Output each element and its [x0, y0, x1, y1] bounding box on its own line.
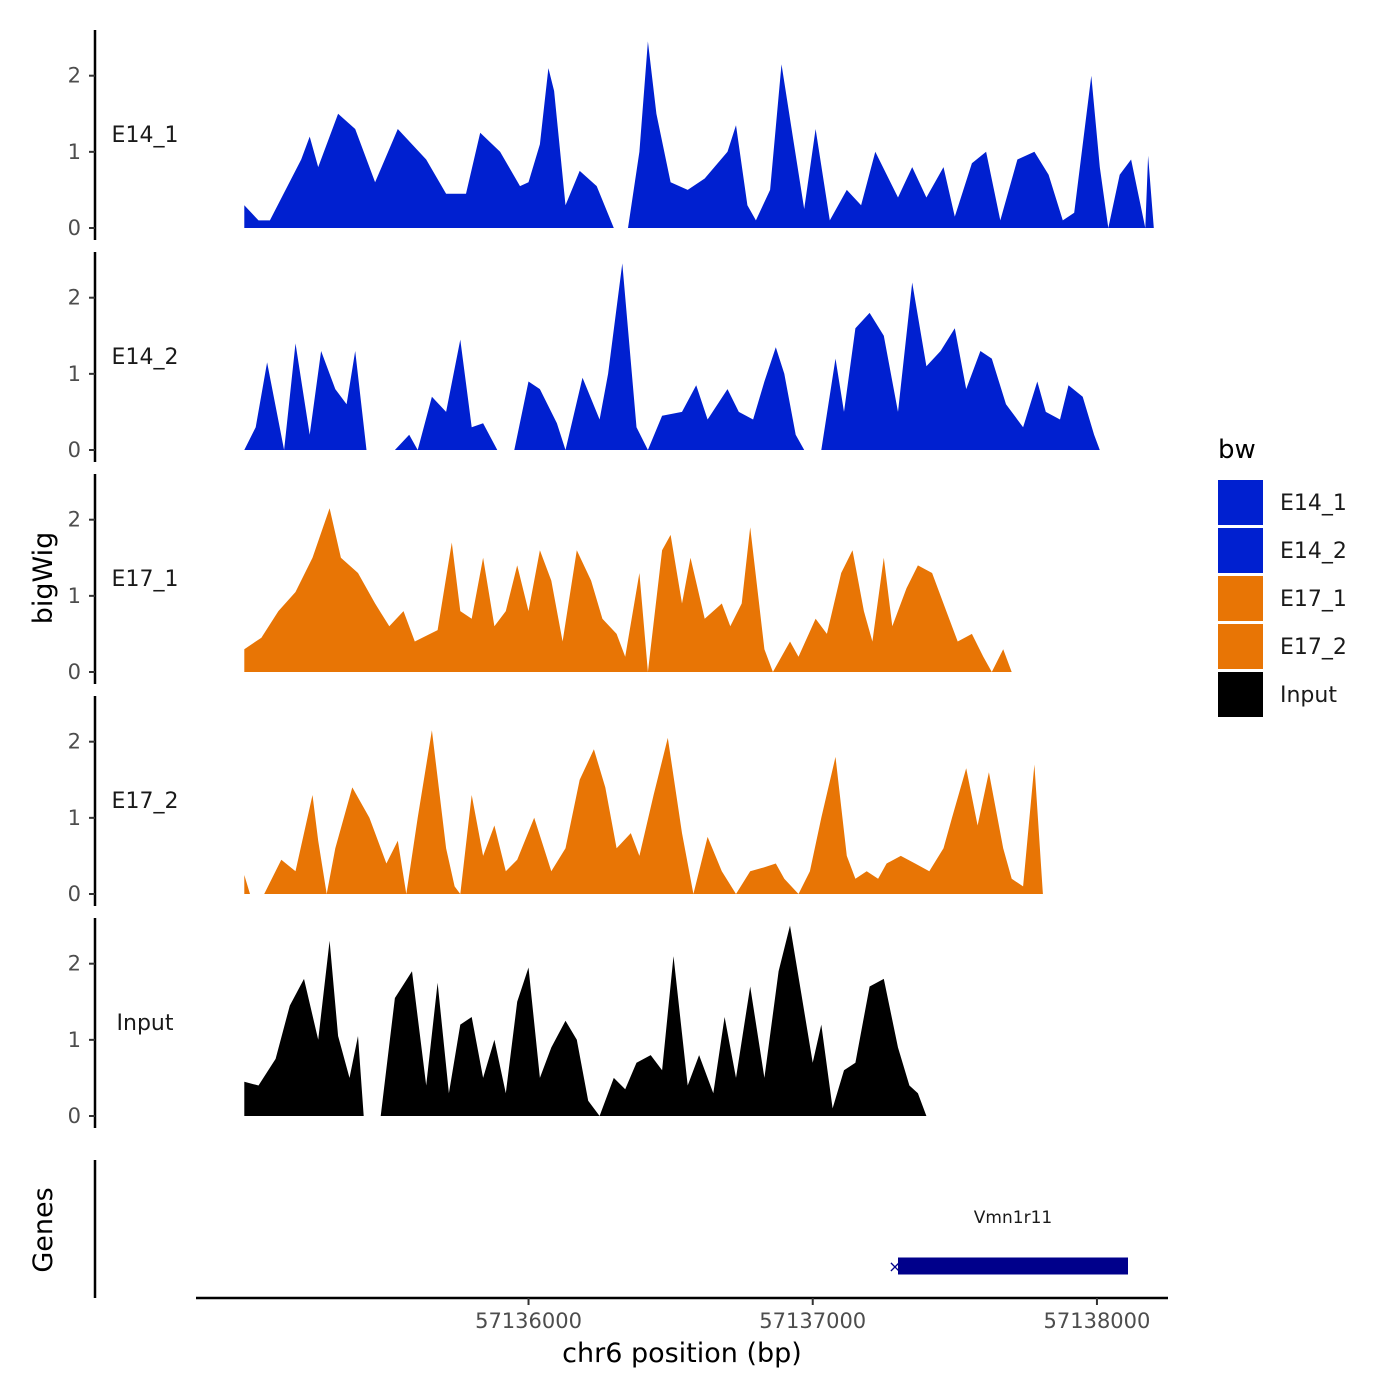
gene-start-mark: ×	[888, 1257, 901, 1276]
y-tick-label: 0	[68, 882, 81, 906]
y-tick-label: 2	[68, 64, 81, 88]
y-tick-label: 0	[68, 216, 81, 240]
track-label-e14-2: E14_2	[112, 345, 179, 370]
y-tick-label: 2	[68, 286, 81, 310]
y-tick-label: 0	[68, 438, 81, 462]
legend-swatch-input	[1218, 672, 1263, 717]
x-tick-label: 57136000	[475, 1309, 582, 1333]
track-panel-input: 0 1 2 Input	[68, 918, 927, 1128]
legend-label-e14-1: E14_1	[1280, 491, 1347, 516]
track-panels: 0 1 2 E14_1 0 1 2 E14_2 0 1 2 E17_1 0 1 2 E17_2 0 1 2 Input	[68, 30, 1154, 1128]
track-label-e17-2: E17_2	[112, 789, 179, 814]
track-panel-e14-1: 0 1 2 E14_1	[68, 30, 1154, 240]
track-label-e14-1: E14_1	[112, 123, 179, 148]
y-tick-label: 2	[68, 730, 81, 754]
legend-label-e17-2: E17_2	[1280, 635, 1347, 660]
track-panel-e14-2: 0 1 2 E14_2	[68, 252, 1100, 462]
track-panel-e17-2: 0 1 2 E17_2	[68, 696, 1055, 906]
x-axis: 57136000 57137000 57138000	[196, 1296, 1168, 1333]
x-tick-label: 57137000	[759, 1309, 866, 1333]
y-tick-label: 1	[68, 806, 81, 830]
legend-title: bw	[1218, 435, 1256, 465]
track-label-e17-1: E17_1	[112, 567, 179, 592]
legend-swatch-e14-1	[1218, 480, 1263, 525]
legend-label-e14-2: E14_2	[1280, 539, 1347, 564]
y-tick-label: 0	[68, 660, 81, 684]
y-tick-label: 1	[68, 1028, 81, 1052]
x-axis-title: chr6 position (bp)	[562, 1338, 802, 1369]
coverage-area-input	[244, 925, 927, 1116]
coverage-area-e17-2	[244, 730, 1055, 894]
legend-swatch-e17-1	[1218, 576, 1263, 621]
legend-label-e17-1: E17_1	[1280, 587, 1347, 612]
legend-label-input: Input	[1280, 683, 1337, 708]
track-label-input: Input	[117, 1011, 174, 1036]
gene-label: Vmn1r11	[974, 1208, 1052, 1228]
y-tick-label: 1	[68, 140, 81, 164]
y-tick-label: 2	[68, 508, 81, 532]
coverage-area-e14-2	[244, 263, 1100, 450]
x-tick-label: 57138000	[1044, 1309, 1151, 1333]
legend-swatch-e14-2	[1218, 528, 1263, 573]
track-panel-e17-1: 0 1 2 E17_1	[68, 474, 1012, 684]
gene-track: × Vmn1r11	[93, 1160, 1128, 1298]
y-axis-title: bigWig	[28, 532, 59, 625]
y-tick-label: 0	[68, 1104, 81, 1128]
legend-swatch-e17-2	[1218, 624, 1263, 669]
y-tick-label: 1	[68, 362, 81, 386]
coverage-area-e14-1	[244, 41, 1154, 229]
y-tick-label: 1	[68, 584, 81, 608]
gene-track-title: Genes	[28, 1187, 59, 1272]
coverage-area-e17-1	[244, 508, 1012, 672]
legend: bw E14_1 E14_2 E17_1 E17_2 Input	[1218, 435, 1347, 717]
y-tick-label: 2	[68, 952, 81, 976]
